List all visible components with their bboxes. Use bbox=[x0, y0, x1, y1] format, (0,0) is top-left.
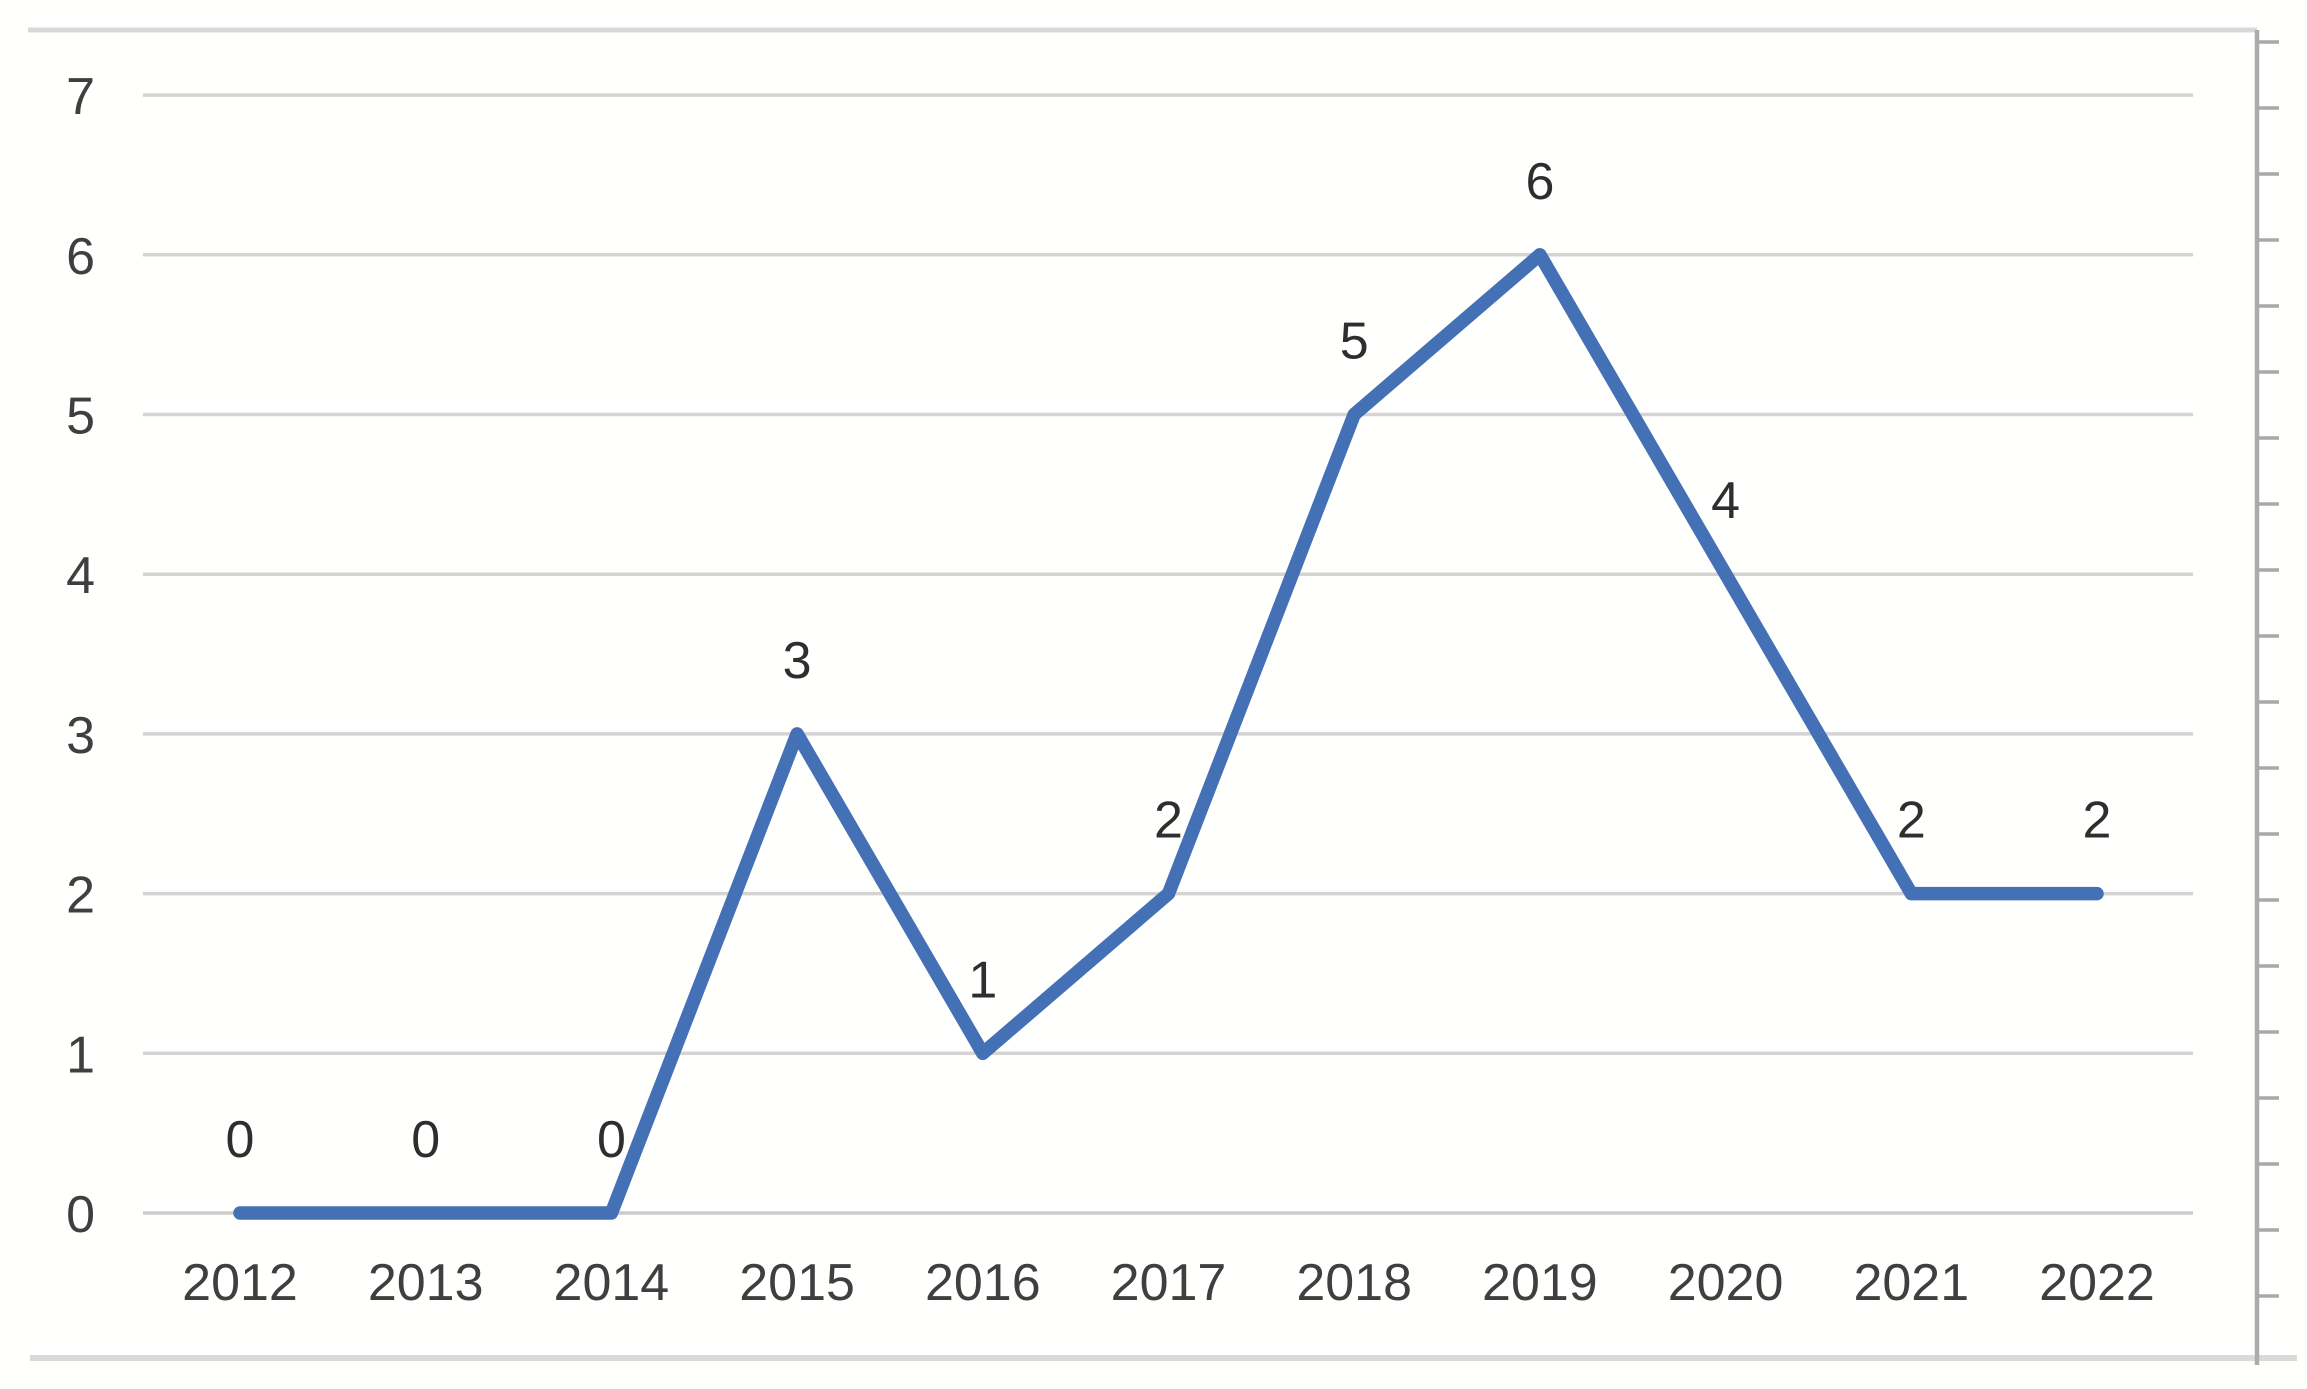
y-axis-tick-label: 4 bbox=[66, 547, 95, 605]
y-axis-tick-label: 3 bbox=[66, 707, 95, 765]
data-label: 5 bbox=[1340, 313, 1369, 371]
x-axis-tick-label: 2015 bbox=[739, 1254, 855, 1312]
data-label: 4 bbox=[1711, 472, 1740, 530]
x-axis-tick-label: 2018 bbox=[1296, 1254, 1412, 1312]
x-axis-tick-label: 2019 bbox=[1482, 1254, 1598, 1312]
data-label: 3 bbox=[783, 632, 812, 690]
y-axis-tick-label: 1 bbox=[66, 1026, 95, 1084]
data-label: 0 bbox=[226, 1111, 255, 1169]
series-line bbox=[233, 248, 2104, 1220]
data-label: 1 bbox=[968, 951, 997, 1009]
x-axis-tick-label: 2014 bbox=[554, 1254, 670, 1312]
y-axis-tick-label: 6 bbox=[66, 228, 95, 286]
x-axis-tick-label: 2021 bbox=[1853, 1254, 1969, 1312]
y-axis-tick-label: 0 bbox=[66, 1186, 95, 1244]
x-axis-tick-label: 2022 bbox=[2039, 1254, 2155, 1312]
x-axis-tick-label: 2016 bbox=[925, 1254, 1041, 1312]
data-label: 2 bbox=[1897, 792, 1926, 850]
x-axis-tick-label: 2013 bbox=[368, 1254, 484, 1312]
x-axis-tick-label: 2017 bbox=[1111, 1254, 1227, 1312]
y-axis-tick-label: 5 bbox=[66, 388, 95, 446]
y-axis-tick-label: 7 bbox=[66, 68, 95, 126]
x-axis-tick-label: 2020 bbox=[1668, 1254, 1784, 1312]
x-axis-tick-label: 2012 bbox=[182, 1254, 298, 1312]
data-label: 2 bbox=[2083, 792, 2112, 850]
data-label: 2 bbox=[1154, 792, 1183, 850]
data-label: 6 bbox=[1525, 153, 1554, 211]
data-label: 0 bbox=[597, 1111, 626, 1169]
y-axis-tick-label: 2 bbox=[66, 867, 95, 925]
data-label: 0 bbox=[411, 1111, 440, 1169]
